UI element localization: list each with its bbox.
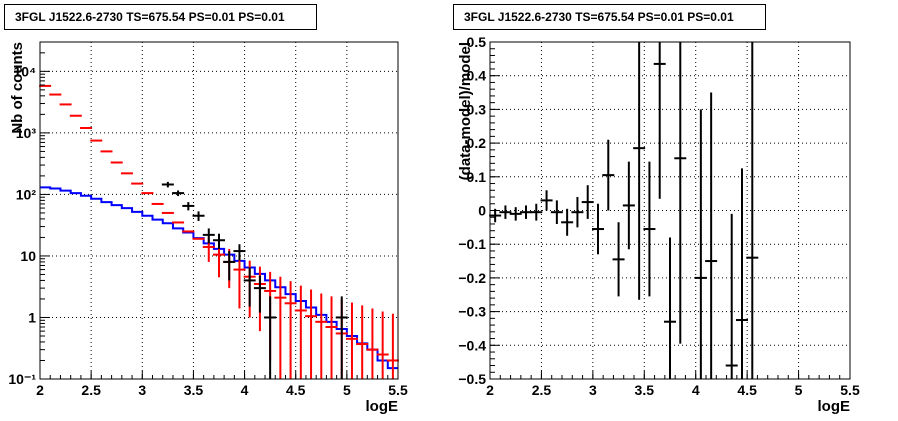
right-residual-point bbox=[653, 42, 666, 199]
right-y-tick-label: 0.4 bbox=[467, 68, 487, 84]
right-y-axis-label: (data-model)/model bbox=[457, 42, 474, 180]
left-plot-area bbox=[40, 42, 398, 379]
left-data-point bbox=[202, 228, 215, 244]
right-x-tick-label: 2 bbox=[486, 382, 494, 398]
right-x-axis-label: logE bbox=[818, 398, 851, 415]
right-x-tick-label: 5 bbox=[795, 382, 803, 398]
left-x-tick-label: 2.5 bbox=[81, 382, 101, 398]
left-chart-title: 3FGL J1522.6-2730 TS=675.54 PS=0.01 PS=0… bbox=[4, 4, 317, 30]
right-y-tick-label: −0.5 bbox=[458, 371, 486, 387]
right-residual-point bbox=[602, 139, 615, 211]
right-y-tick-label: 0.1 bbox=[467, 169, 487, 185]
right-y-tick-label: 0.2 bbox=[467, 135, 487, 151]
right-y-tick-label: −0.1 bbox=[458, 236, 486, 252]
left-red-point bbox=[315, 293, 328, 379]
left-y-tick-label: 10³ bbox=[16, 125, 37, 141]
right-residual-point bbox=[664, 237, 676, 379]
right-residual-point bbox=[509, 207, 522, 221]
right-residual-point bbox=[520, 205, 532, 219]
right-residual-point bbox=[736, 168, 748, 379]
right-residual-point bbox=[581, 185, 594, 219]
right-y-tick-label: −0.2 bbox=[458, 270, 486, 286]
left-red-point bbox=[233, 254, 246, 309]
right-residual-point bbox=[540, 190, 553, 211]
left-y-axis-label: Nb of counts bbox=[9, 42, 26, 134]
left-data-point bbox=[264, 296, 277, 379]
right-residual-point bbox=[499, 205, 512, 219]
right-x-tick-label: 4 bbox=[692, 382, 700, 398]
left-red-point bbox=[386, 313, 399, 379]
left-red-point bbox=[356, 305, 369, 379]
left-x-tick-label: 3 bbox=[138, 382, 146, 398]
right-residual-point bbox=[612, 222, 625, 297]
left-x-tick-label: 3.5 bbox=[184, 382, 204, 398]
left-red-point bbox=[284, 281, 297, 379]
right-x-tick-label: 3.5 bbox=[635, 382, 655, 398]
left-y-tick-label: 10² bbox=[16, 186, 37, 202]
left-red-point bbox=[325, 296, 338, 379]
left-data-point bbox=[213, 233, 225, 249]
right-residual-point bbox=[489, 208, 502, 223]
right-residual-point bbox=[592, 203, 604, 255]
left-data-point bbox=[243, 267, 256, 307]
right-y-tick-label: 0.3 bbox=[467, 101, 487, 117]
right-x-tick-label: 2.5 bbox=[532, 382, 552, 398]
right-residual-point bbox=[643, 161, 656, 297]
left-y-tick-label: 10⁻¹ bbox=[8, 371, 36, 387]
left-x-tick-label: 4.5 bbox=[286, 382, 306, 398]
left-x-tick-label: 4 bbox=[241, 382, 249, 398]
left-data-point bbox=[172, 190, 185, 197]
right-x-tick-label: 5.5 bbox=[840, 382, 860, 398]
left-data-point bbox=[161, 181, 174, 188]
left-data-point bbox=[182, 202, 195, 211]
left-red-point bbox=[376, 311, 389, 379]
left-data-point bbox=[233, 244, 246, 261]
right-residual-point bbox=[561, 208, 574, 236]
left-x-tick-label: 2 bbox=[36, 382, 44, 398]
right-residual-point bbox=[622, 161, 635, 250]
left-plot-frame bbox=[39, 41, 399, 380]
left-data-point bbox=[223, 251, 236, 281]
left-red-point bbox=[305, 289, 318, 379]
left-red-point bbox=[366, 308, 379, 379]
right-residual-point bbox=[674, 42, 687, 344]
left-data-point bbox=[253, 275, 266, 313]
right-y-tick-label: −0.4 bbox=[458, 337, 486, 353]
right-residual-point bbox=[633, 42, 646, 300]
right-x-tick-label: 3 bbox=[589, 382, 597, 398]
right-x-tick-label: 4.5 bbox=[737, 382, 757, 398]
left-red-point bbox=[345, 302, 358, 379]
left-y-tick-label: 1 bbox=[28, 309, 36, 325]
right-chart-title: 3FGL J1522.6-2730 TS=675.54 PS=0.01 PS=0… bbox=[453, 4, 766, 30]
right-residual-point bbox=[530, 203, 543, 221]
right-y-tick-label: −0.3 bbox=[458, 304, 486, 320]
right-residual-point bbox=[705, 92, 718, 379]
left-y-tick-label: 10 bbox=[20, 248, 36, 264]
right-residual-point bbox=[746, 42, 759, 379]
right-residual-point bbox=[694, 109, 707, 379]
right-residual-point bbox=[550, 200, 563, 224]
left-x-axis-label: logE bbox=[366, 398, 399, 415]
left-red-point bbox=[294, 285, 307, 379]
left-data-point bbox=[192, 211, 205, 221]
left-red-point bbox=[274, 276, 287, 379]
left-data-point bbox=[335, 296, 348, 379]
left-y-tick-label: 10⁴ bbox=[14, 63, 37, 79]
right-y-tick-label: 0 bbox=[478, 203, 486, 219]
right-y-tick-label: 0.5 bbox=[467, 34, 487, 50]
left-x-tick-label: 5 bbox=[343, 382, 351, 398]
left-x-tick-label: 5.5 bbox=[388, 382, 408, 398]
right-residual-point bbox=[725, 213, 738, 379]
right-residual-point bbox=[571, 197, 584, 228]
